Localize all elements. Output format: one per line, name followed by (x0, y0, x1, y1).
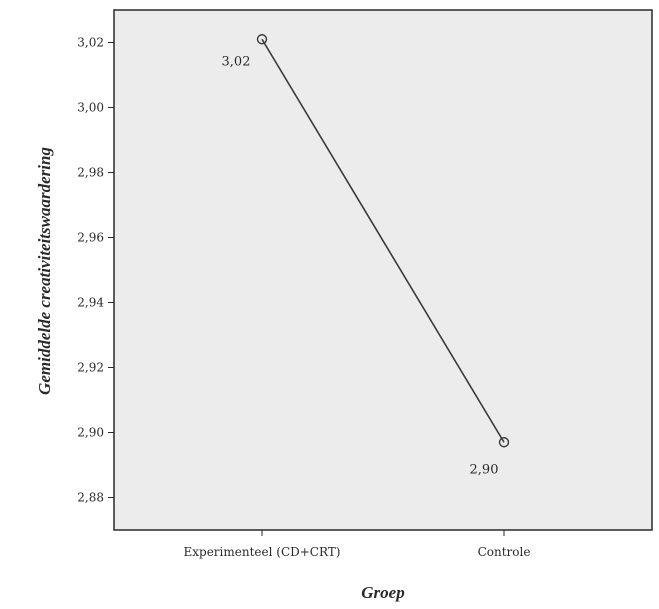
series-line (261, 38, 505, 443)
x-axis-title: Groep (361, 583, 404, 602)
y-axis-title: Gemiddelde creativiteitswaardering (35, 147, 54, 395)
y-tick-label: 2,88 (77, 491, 104, 505)
data-point (256, 34, 268, 45)
y-tick-label: 2,92 (77, 361, 104, 375)
y-tick-label: 2,90 (77, 426, 104, 440)
data-label: 2,90 (470, 462, 499, 477)
plot-area (113, 9, 653, 531)
data-points: 3,02 2,90 (222, 34, 510, 477)
x-tick-label: Experimenteel (CD+CRT) (183, 545, 340, 559)
y-tick-label: 2,98 (77, 166, 104, 180)
y-tick-label: 2,96 (77, 231, 104, 245)
x-tick-label: Controle (478, 545, 531, 559)
y-tick-label: 3,00 (77, 101, 104, 115)
x-axis: Experimenteel (CD+CRT) Controle (183, 530, 530, 559)
y-axis: 3,02 3,00 2,98 2,96 2,94 2,92 2,90 2,88 (77, 36, 114, 505)
data-label: 3,02 (222, 54, 251, 69)
y-tick-label: 2,94 (77, 296, 104, 310)
y-tick-label: 3,02 (77, 36, 104, 50)
data-point (498, 437, 510, 448)
